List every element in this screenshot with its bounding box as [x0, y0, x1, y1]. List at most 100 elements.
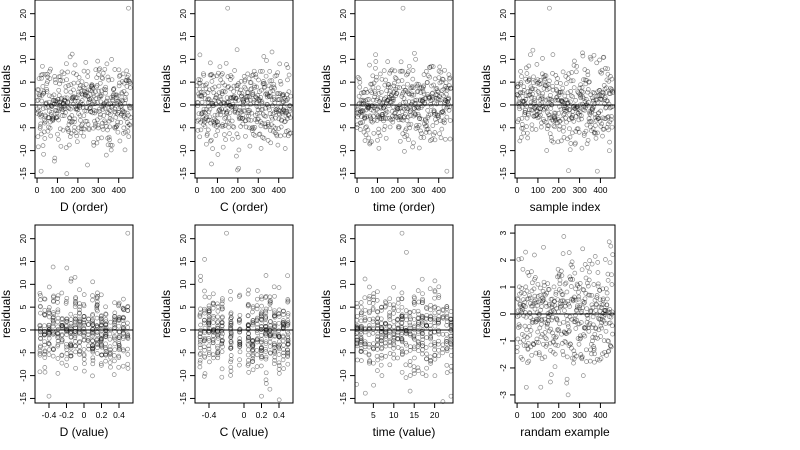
data-point	[43, 119, 48, 125]
data-point	[428, 335, 434, 340]
data-point	[276, 314, 282, 319]
data-point	[533, 275, 538, 280]
data-point	[432, 137, 438, 143]
data-point	[276, 345, 282, 350]
data-point	[39, 98, 45, 104]
data-point	[215, 119, 220, 125]
data-point	[228, 364, 234, 370]
data-point	[370, 73, 376, 79]
data-point	[605, 278, 611, 283]
data-point	[357, 127, 363, 132]
data-point	[585, 69, 591, 74]
data-point	[209, 161, 214, 167]
data-point	[394, 107, 400, 113]
data-point	[376, 99, 382, 104]
data-point	[223, 137, 228, 142]
data-point	[562, 108, 568, 114]
data-point	[587, 79, 592, 85]
data-point	[580, 107, 586, 112]
data-point	[530, 341, 536, 346]
data-point	[112, 358, 117, 364]
data-point	[250, 304, 256, 310]
data-point	[276, 363, 282, 368]
data-point	[67, 115, 73, 121]
data-point	[276, 111, 282, 116]
data-point	[354, 339, 360, 345]
data-point	[358, 346, 364, 351]
data-point	[91, 142, 97, 148]
data-point	[361, 90, 367, 95]
data-point	[118, 120, 124, 125]
data-point	[530, 301, 536, 307]
data-point	[418, 128, 423, 134]
data-point	[379, 305, 384, 310]
data-point	[416, 331, 421, 336]
data-point	[364, 97, 370, 102]
data-point	[516, 101, 521, 107]
data-point	[517, 95, 522, 101]
data-point	[228, 323, 233, 329]
data-point	[102, 105, 108, 111]
data-point	[47, 119, 53, 125]
x-tick-label: 100	[531, 185, 545, 195]
y-tick-label: 20	[178, 234, 188, 244]
data-point	[358, 348, 364, 354]
data-point	[218, 96, 224, 102]
data-point	[424, 351, 429, 357]
data-point	[59, 290, 65, 296]
data-point	[548, 106, 554, 111]
data-point	[547, 78, 552, 84]
data-point	[379, 355, 385, 361]
x-tick-label: 100	[370, 185, 384, 195]
data-point	[580, 305, 585, 311]
data-point	[201, 72, 207, 78]
data-point	[358, 109, 363, 115]
data-point	[395, 300, 401, 306]
data-point	[590, 98, 596, 104]
data-point	[398, 105, 404, 111]
data-point	[40, 84, 46, 89]
data-point	[415, 321, 421, 327]
data-point	[254, 103, 260, 109]
data-point	[81, 303, 87, 309]
data-point	[363, 349, 368, 355]
data-point	[46, 314, 52, 320]
data-point	[532, 106, 538, 111]
data-point	[608, 86, 613, 91]
data-point	[403, 308, 409, 313]
data-point	[263, 321, 268, 326]
data-point	[373, 107, 379, 113]
data-point	[424, 323, 430, 328]
data-point	[383, 111, 388, 116]
data-point	[579, 88, 585, 94]
y-tick-label: 5	[178, 305, 188, 310]
data-point	[594, 97, 599, 103]
data-point	[202, 96, 208, 102]
data-point	[55, 342, 61, 347]
data-point	[285, 320, 291, 325]
data-point	[51, 298, 56, 304]
data-point	[125, 77, 131, 83]
data-point	[422, 101, 428, 107]
data-point	[582, 99, 588, 104]
data-point	[46, 284, 52, 290]
data-point	[63, 84, 69, 90]
data-point	[577, 109, 583, 115]
data-point	[258, 313, 264, 319]
data-point	[80, 92, 86, 98]
data-point	[73, 301, 78, 307]
data-point	[53, 99, 59, 105]
data-point	[598, 96, 603, 102]
data-point	[585, 89, 590, 95]
data-point	[355, 75, 361, 80]
data-point	[215, 314, 221, 320]
data-point	[46, 108, 52, 114]
data-point	[375, 343, 380, 348]
data-point	[277, 79, 283, 84]
data-point	[276, 343, 282, 349]
data-point	[124, 84, 130, 89]
data-point	[608, 243, 614, 249]
data-point	[228, 330, 234, 336]
data-point	[99, 320, 105, 326]
data-point	[537, 293, 543, 298]
